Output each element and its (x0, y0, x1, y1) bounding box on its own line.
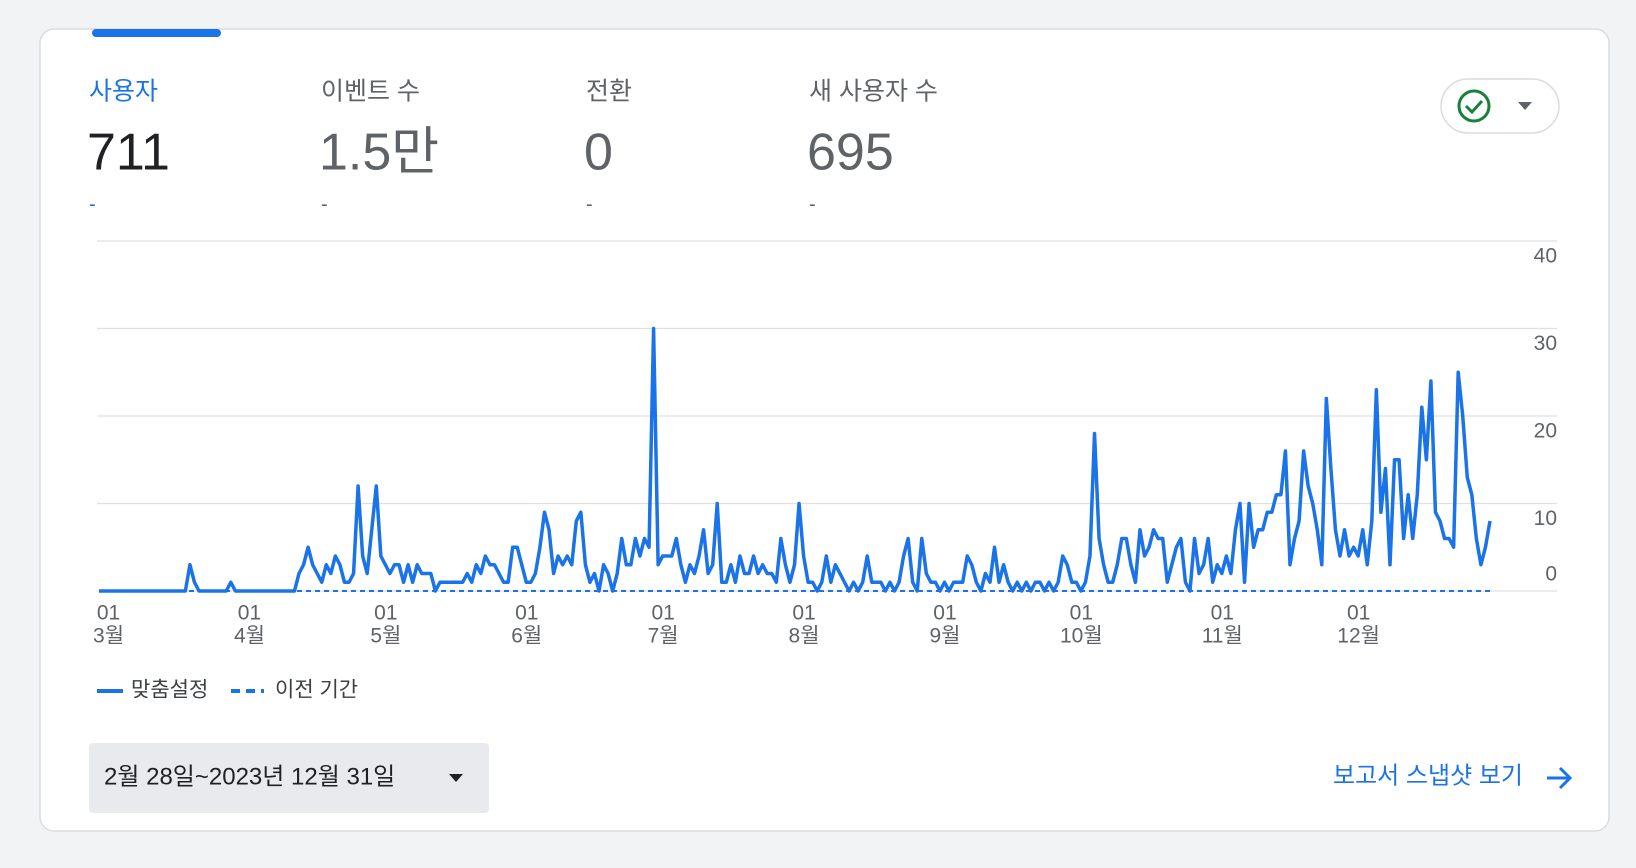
y-tick-label: 20 (1534, 420, 1557, 443)
comparison-button[interactable] (1440, 78, 1560, 134)
metric-label: 새 사용자 수 (809, 78, 938, 106)
dropdown-arrow (1518, 102, 1532, 110)
metric-change: - (809, 193, 816, 215)
series-line (99, 326, 1492, 593)
x-tick-label: 11월 (1202, 625, 1243, 648)
y-tick-label: 30 (1534, 332, 1557, 355)
x-tick-label: 10월 (1060, 625, 1103, 648)
date-range-bg[interactable] (89, 743, 489, 813)
x-tick-label: 01 (1347, 602, 1370, 625)
legend: 맞춤설정 이전 기간 (97, 679, 358, 702)
x-tick-label: 01 (97, 602, 120, 625)
x-tick-label: 9월 (929, 625, 960, 648)
x-tick-label: 6월 (511, 625, 542, 648)
y-tick-label: 40 (1534, 245, 1557, 268)
metric-tab[interactable]: 새 사용자 수 695 - (807, 78, 938, 216)
card (39, 28, 1610, 832)
snapshot-link[interactable]: 보고서 스냅샷 보기 (1333, 762, 1573, 790)
metric-tab[interactable]: 사용자 711 - (87, 78, 170, 216)
y-tick-label: 10 (1534, 507, 1557, 530)
x-tick-label: 8월 (789, 625, 820, 648)
metric-value: 1.5만 (319, 124, 439, 182)
snapshot-link-text[interactable]: 보고서 스냅샷 보기 (1333, 762, 1523, 789)
arrow-icon (1547, 766, 1573, 790)
date-range-button[interactable]: 2월 28일~2023년 12월 31일 (89, 743, 489, 813)
x-tick-label: 4월 (234, 625, 265, 648)
metric-label: 사용자 (89, 78, 158, 106)
date-range: 2월 28일~2023년 12월 31일 (104, 763, 395, 790)
x-tick-label: 7월 (648, 625, 679, 648)
metric-change: - (321, 193, 328, 215)
metric-tab[interactable]: 이벤트 수 1.5만 - (319, 78, 439, 216)
metric-label: 이벤트 수 (321, 78, 420, 106)
metric-value: 695 (807, 124, 894, 182)
dropdown-arrow (449, 774, 463, 782)
x-tick-label: 01 (374, 602, 397, 625)
x-tick-label: 01 (792, 602, 815, 625)
metric-tabs: 사용자 711 - 이벤트 수 1.5만 - 전환 0 - 새 사용자 수 695 - (87, 78, 938, 216)
x-tick-label: 01 (1070, 602, 1093, 625)
x-tick-label: 01 (933, 602, 956, 625)
x-tick-label: 3월 (93, 625, 124, 648)
metric-change: - (89, 193, 96, 215)
x-tick-label: 5월 (370, 625, 401, 648)
x-tick-label: 12월 (1337, 625, 1380, 648)
chart: 010203040013월014월015월016월017월018월019월011… (93, 240, 1557, 648)
metric-label: 전환 (586, 78, 632, 106)
metric-value: 0 (584, 124, 613, 182)
check-icon (1457, 89, 1491, 123)
x-tick-label: 01 (515, 602, 538, 625)
x-tick-label: 01 (238, 602, 261, 625)
x-tick-label: 01 (651, 602, 674, 625)
y-tick-label: 0 (1545, 563, 1557, 586)
check-mark (1464, 99, 1484, 115)
legend-label: 맞춤설정 (131, 679, 208, 702)
metric-tab[interactable]: 전환 0 - (584, 78, 632, 216)
x-tick-label: 01 (1211, 602, 1234, 625)
metric-change: - (586, 193, 593, 215)
selected-indicator (92, 29, 221, 37)
metric-value: 711 (87, 124, 170, 182)
legend-label: 이전 기간 (275, 679, 358, 702)
